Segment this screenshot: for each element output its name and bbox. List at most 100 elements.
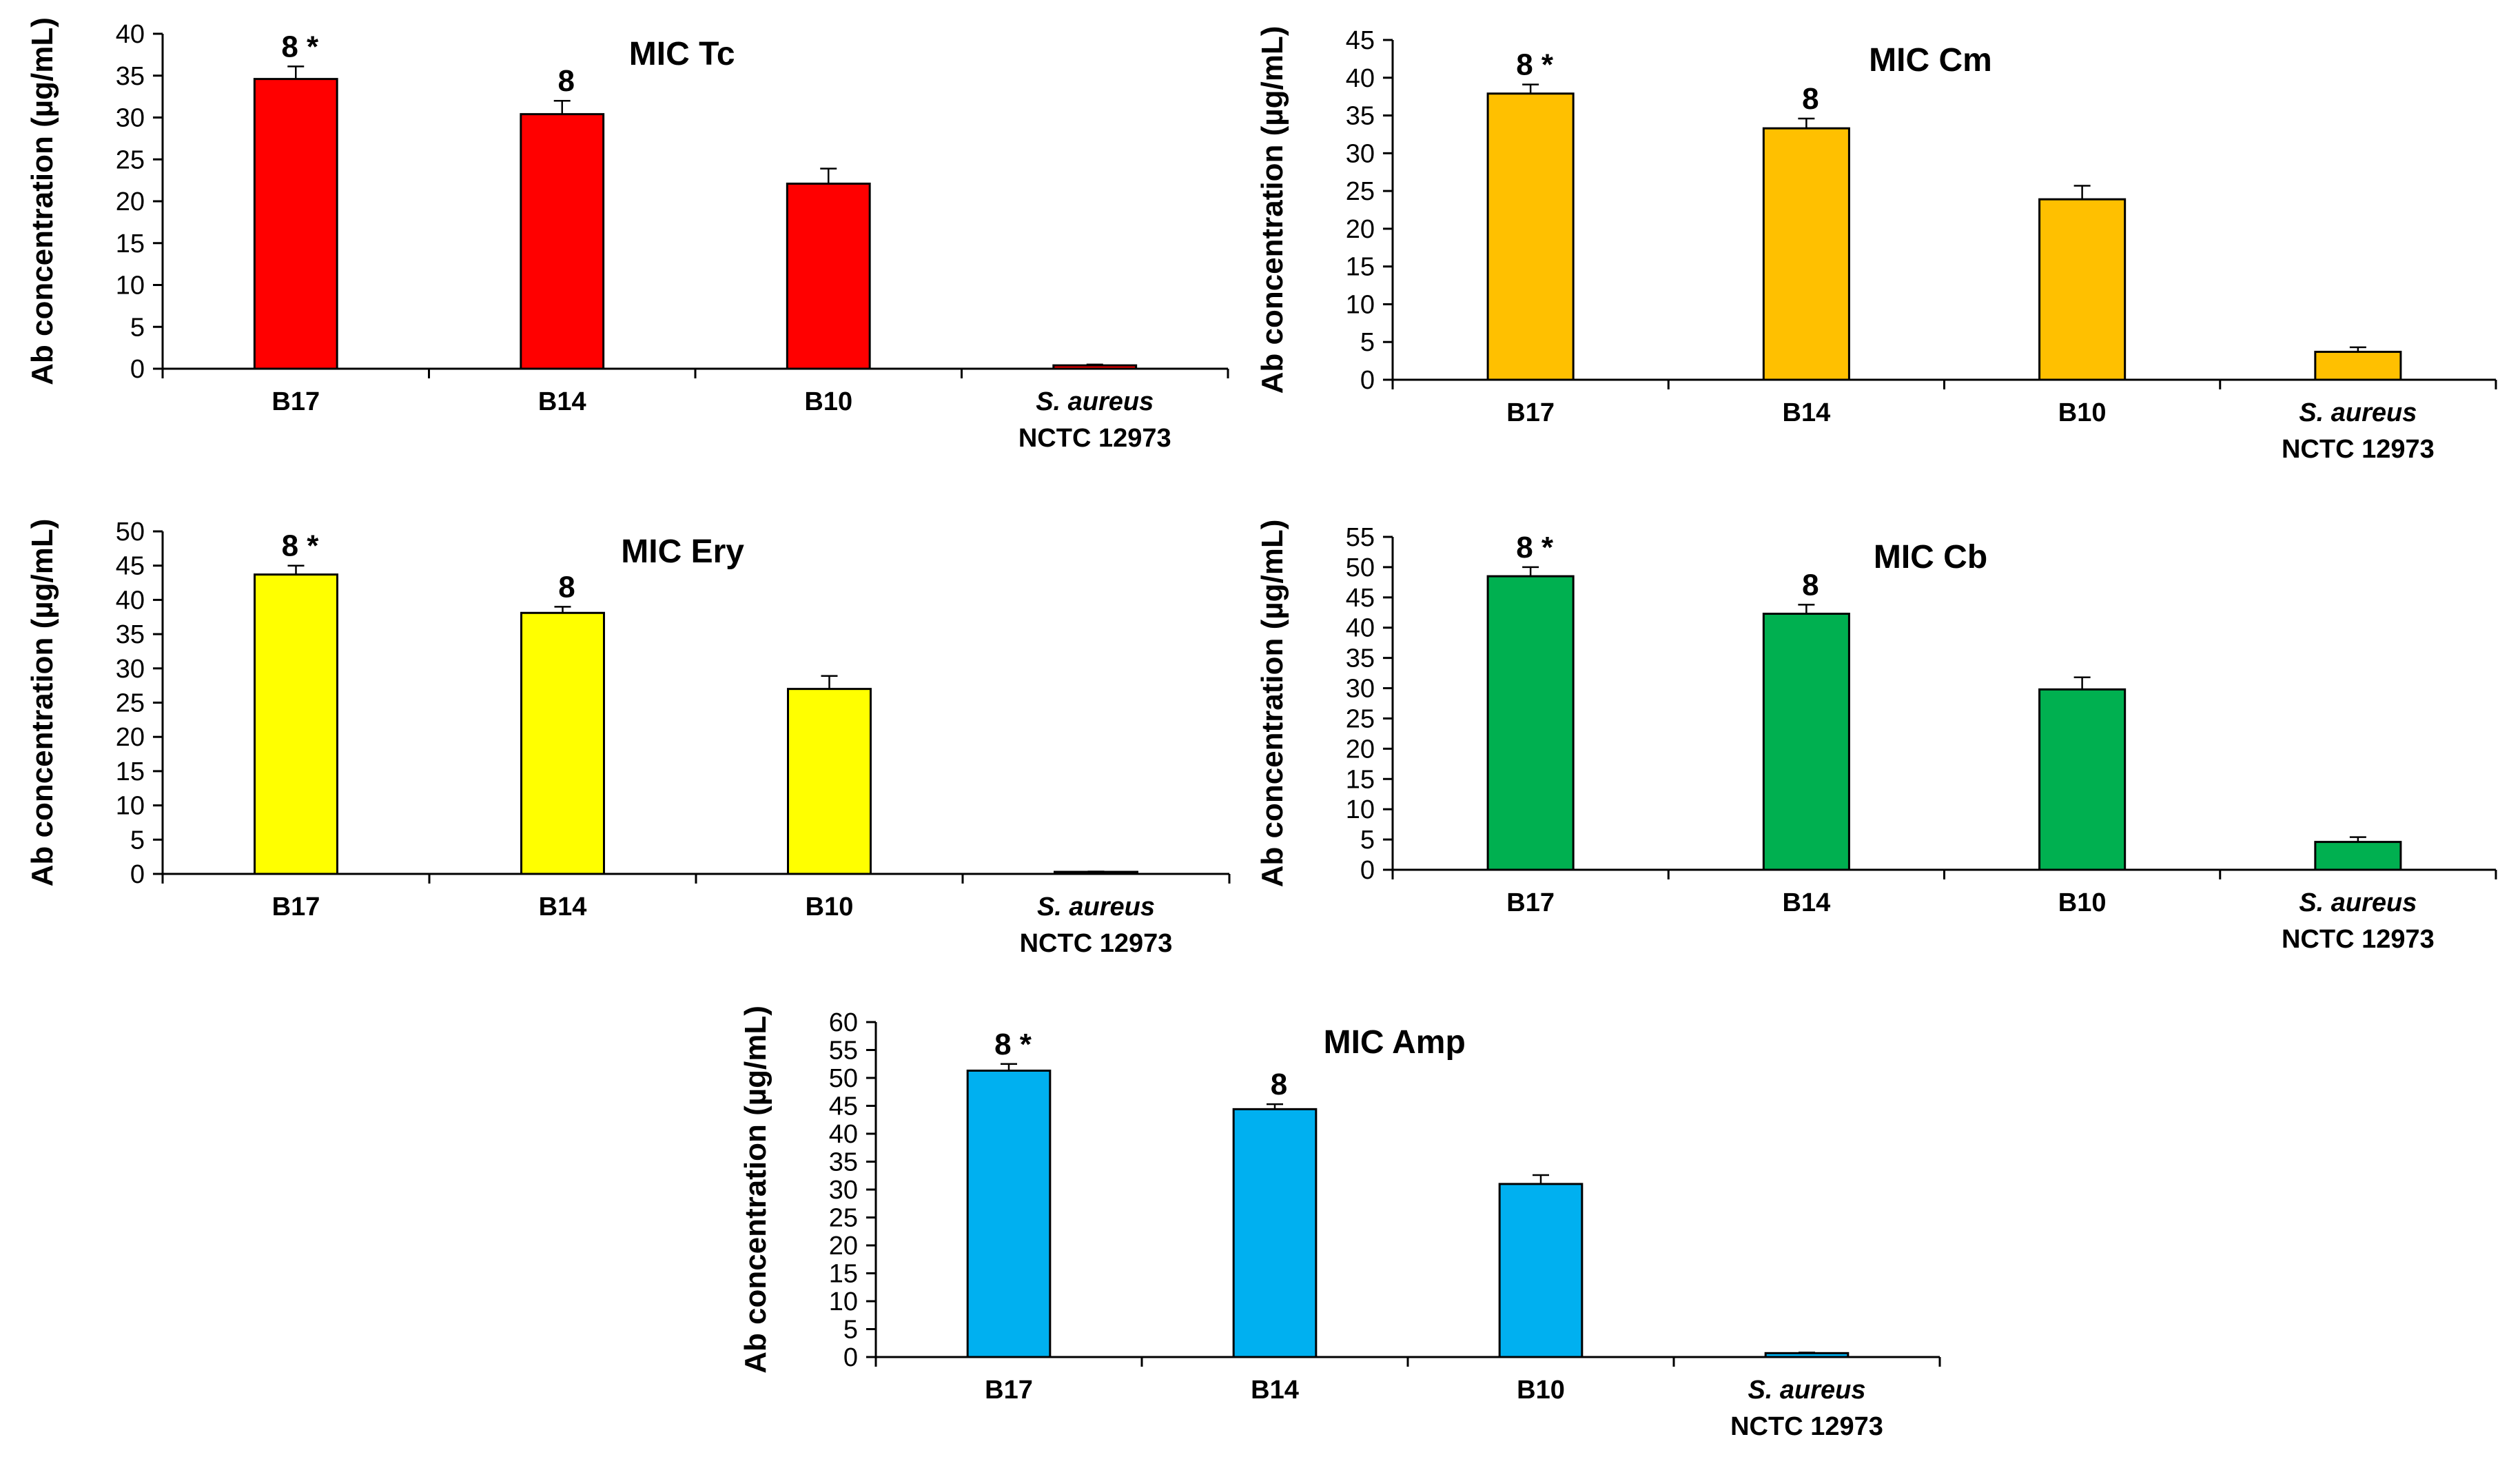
significance-label-1: 8 bbox=[1271, 1068, 1287, 1101]
y-tick-label: 40 bbox=[116, 20, 145, 49]
y-tick-label: 10 bbox=[1346, 795, 1375, 824]
y-tick-label: 40 bbox=[1346, 614, 1375, 643]
x-category-label-0: B17 bbox=[272, 387, 320, 416]
y-tick-label: 55 bbox=[1346, 523, 1375, 552]
y-tick-label: 0 bbox=[130, 355, 145, 384]
y-tick-label: 45 bbox=[1346, 26, 1375, 55]
x-category-label-1: B14 bbox=[1783, 888, 1831, 917]
bar-1 bbox=[1762, 127, 1850, 381]
y-tick-label: 25 bbox=[116, 689, 145, 718]
chart-panel-4: MIC Amp Ab concentration (µg/mL) 051015202… bbox=[739, 1006, 1941, 1441]
x-category-label-0: B17 bbox=[985, 1376, 1033, 1405]
bar-0 bbox=[1486, 92, 1575, 381]
x-category-label-1: B14 bbox=[1783, 398, 1831, 427]
x-category-sublabel-3: NCTC 12973 bbox=[1020, 929, 1173, 958]
bar-0 bbox=[1486, 575, 1575, 871]
y-tick-label: 15 bbox=[116, 230, 145, 258]
x-category-label-3: S. aureus bbox=[1748, 1376, 1865, 1405]
significance-label-0: 8 * bbox=[1516, 531, 1554, 564]
chart-title: MIC Tc bbox=[629, 36, 735, 72]
y-tick-label: 45 bbox=[116, 552, 145, 581]
y-tick-label: 50 bbox=[829, 1064, 858, 1093]
y-tick-label: 0 bbox=[130, 860, 145, 889]
y-tick-label: 45 bbox=[829, 1092, 858, 1121]
chart-panel-0: MIC Tc Ab concentration (µg/mL) 0 5 10 15 20 25… bbox=[25, 17, 1229, 453]
x-category-label-3: S. aureus bbox=[2299, 398, 2417, 427]
y-tick-label: 20 bbox=[1346, 735, 1375, 764]
bar-1 bbox=[520, 611, 605, 875]
significance-label-0: 8 * bbox=[1516, 48, 1554, 82]
y-tick-label: 50 bbox=[1346, 553, 1375, 582]
chart-title: MIC Cb bbox=[1874, 539, 1987, 575]
y-tick-label: 25 bbox=[116, 145, 145, 174]
y-axis-label: Ab concentration (µg/mL) bbox=[1256, 26, 1289, 394]
y-tick-label: 5 bbox=[1360, 328, 1375, 357]
chart-panel-1: MIC Cm Ab concentration (µg/mL) 0 5 10 15 20 25… bbox=[1256, 26, 2497, 464]
y-tick-label: 20 bbox=[829, 1232, 858, 1261]
y-tick-label: 15 bbox=[1346, 253, 1375, 282]
y-tick-label: 25 bbox=[1346, 704, 1375, 733]
y-axis-label: Ab concentration (µg/mL) bbox=[25, 519, 59, 887]
bar-2 bbox=[786, 182, 871, 370]
x-category-sublabel-3: NCTC 12973 bbox=[1018, 424, 1171, 453]
y-tick-label: 10 bbox=[829, 1287, 858, 1316]
y-tick-label: 60 bbox=[829, 1008, 858, 1037]
bar-2 bbox=[787, 688, 872, 875]
y-axis-label: Ab concentration (µg/mL) bbox=[1256, 520, 1289, 888]
y-tick-label: 20 bbox=[1346, 215, 1375, 244]
significance-label-1: 8 bbox=[1802, 82, 1819, 116]
x-category-label-2: B10 bbox=[2058, 398, 2107, 427]
y-tick-label: 55 bbox=[829, 1037, 858, 1066]
x-category-label-3: S. aureus bbox=[1037, 893, 1155, 921]
x-category-sublabel-3: NCTC 12973 bbox=[1730, 1412, 1883, 1441]
bar-2 bbox=[1498, 1183, 1584, 1358]
significance-label-1: 8 bbox=[1802, 568, 1819, 602]
y-tick-label: 10 bbox=[1346, 290, 1375, 319]
y-tick-label: 40 bbox=[1346, 64, 1375, 93]
bar-2 bbox=[2038, 198, 2127, 381]
y-tick-label: 10 bbox=[116, 792, 145, 821]
x-category-label-3: S. aureus bbox=[1036, 387, 1154, 416]
bar-3 bbox=[1764, 1352, 1850, 1358]
x-category-label-2: B10 bbox=[1517, 1376, 1565, 1405]
significance-label-1: 8 bbox=[558, 64, 575, 98]
y-tick-label: 15 bbox=[116, 757, 145, 786]
y-axis-label: Ab concentration (µg/mL) bbox=[739, 1006, 772, 1374]
significance-label-0: 8 * bbox=[282, 529, 320, 563]
y-tick-label: 35 bbox=[1346, 102, 1375, 131]
bar-1 bbox=[1232, 1108, 1318, 1358]
significance-label-1: 8 bbox=[558, 570, 575, 604]
x-category-label-2: B10 bbox=[806, 893, 854, 921]
x-category-label-1: B14 bbox=[538, 387, 586, 416]
y-axis-label: Ab concentration (µg/mL) bbox=[25, 17, 59, 385]
x-category-label-0: B17 bbox=[1506, 888, 1555, 917]
bar-0 bbox=[254, 573, 338, 875]
y-tick-label: 35 bbox=[1346, 644, 1375, 673]
chart-title: MIC Ery bbox=[621, 533, 744, 570]
bar-0 bbox=[253, 78, 338, 370]
bar-3 bbox=[1052, 364, 1138, 370]
x-category-label-0: B17 bbox=[272, 893, 320, 921]
y-tick-label: 5 bbox=[130, 313, 145, 342]
bar-3 bbox=[2314, 350, 2402, 381]
y-tick-label: 35 bbox=[116, 620, 145, 649]
y-tick-label: 40 bbox=[116, 586, 145, 615]
chart-panel-2: MIC Ery Ab concentration (µg/mL) 0 5 10 15 20 2… bbox=[25, 518, 1231, 958]
y-tick-label: 20 bbox=[116, 723, 145, 752]
y-tick-label: 30 bbox=[1346, 139, 1375, 168]
x-category-label-0: B17 bbox=[1506, 398, 1555, 427]
y-tick-label: 5 bbox=[1360, 826, 1375, 855]
chart-title: MIC Cm bbox=[1869, 42, 1992, 79]
y-tick-label: 20 bbox=[116, 187, 145, 216]
x-category-label-1: B14 bbox=[1251, 1376, 1299, 1405]
chart-title: MIC Amp bbox=[1324, 1024, 1466, 1061]
x-category-label-1: B14 bbox=[539, 893, 587, 921]
y-tick-label: 30 bbox=[116, 104, 145, 133]
y-tick-label: 30 bbox=[829, 1176, 858, 1205]
y-tick-label: 30 bbox=[1346, 675, 1375, 704]
y-tick-label: 45 bbox=[1346, 584, 1375, 613]
bar-1 bbox=[1762, 613, 1850, 871]
bar-3 bbox=[2314, 841, 2402, 871]
y-tick-label: 35 bbox=[116, 62, 145, 91]
